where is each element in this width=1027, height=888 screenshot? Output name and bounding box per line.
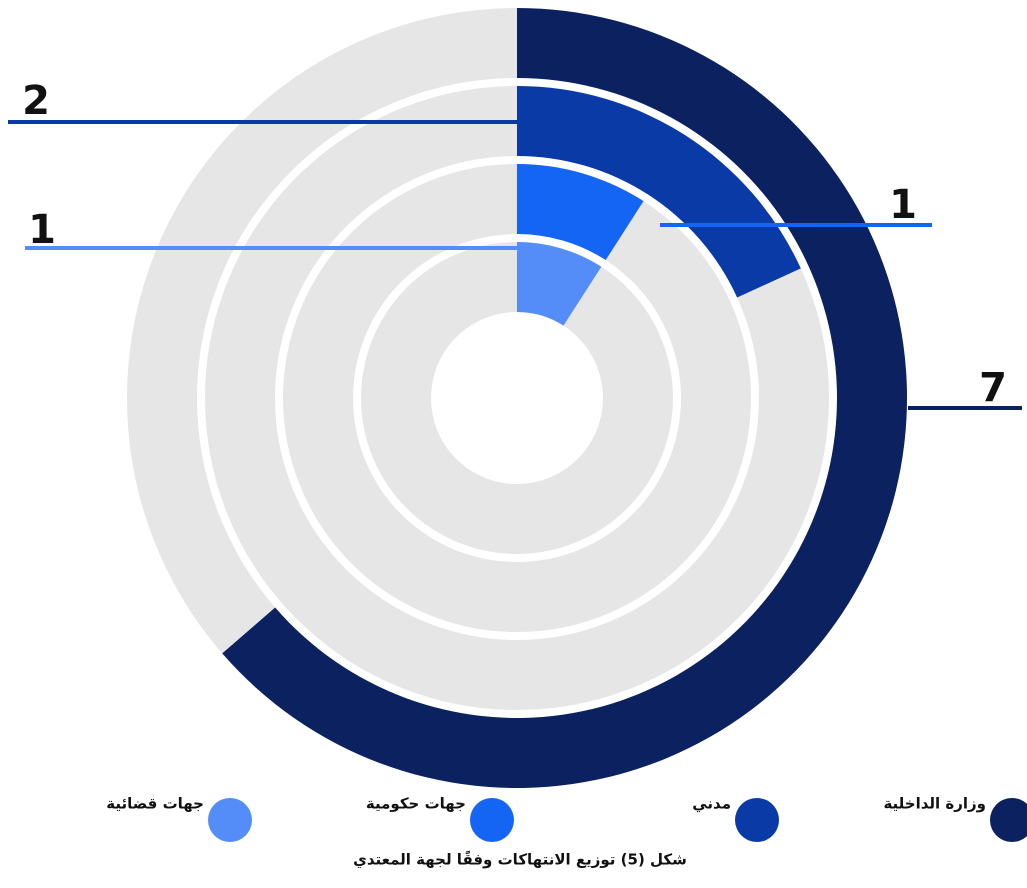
value-label: 1	[28, 207, 56, 253]
legend-swatch	[735, 798, 779, 842]
value-label: 7	[979, 365, 1007, 411]
legend-swatch	[208, 798, 252, 842]
legend-label: جهات حكومية	[366, 795, 466, 813]
caption: شكل (5) توزيع الانتهاكات وفقًا لجهة المع…	[353, 850, 687, 869]
legend-label: مدني	[692, 795, 731, 813]
bar	[517, 164, 644, 261]
legend-swatch	[990, 798, 1027, 842]
bar	[222, 8, 907, 789]
legend-swatch	[470, 798, 514, 842]
value-label: 2	[22, 78, 50, 124]
legend-label: وزارة الداخلية	[883, 795, 986, 813]
legend-label: جهات قضائية	[106, 795, 204, 813]
value-label: 1	[889, 182, 917, 228]
bar	[517, 242, 602, 326]
track	[361, 242, 673, 554]
bar	[517, 86, 801, 298]
